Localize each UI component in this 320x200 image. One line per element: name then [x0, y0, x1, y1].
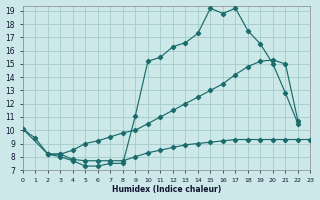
X-axis label: Humidex (Indice chaleur): Humidex (Indice chaleur) — [112, 185, 221, 194]
